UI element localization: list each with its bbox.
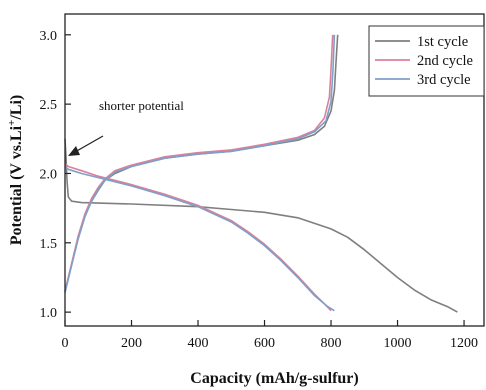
plot-frame (64, 13, 485, 327)
x-axis-title: Capacity (mAh/g-sulfur) (190, 370, 358, 387)
ticks-layer: 0 200 400 600 800 1000 1200 1.0 1.5 2.0 2.5 3.0 (40, 29, 479, 351)
x-tick-label: 200 (121, 336, 142, 351)
series-2-discharge-line (64, 163, 332, 312)
legend-label-1: 1st cycle (417, 34, 468, 50)
x-tick-label: 1200 (450, 336, 478, 351)
x-tick-label: 0 (62, 336, 69, 351)
annotation-arrow-line (74, 135, 104, 153)
y-axis-title: Potential (V vs.Li+/Li) (6, 95, 25, 245)
series-1-discharge-line (64, 138, 458, 313)
legend-label-3: 3rd cycle (417, 72, 471, 88)
legend-label-2: 2nd cycle (417, 53, 473, 69)
series-3-charge-line (64, 34, 336, 293)
x-tick-label: 1000 (384, 336, 412, 351)
y-tick-label: 1.0 (40, 306, 58, 321)
y-tick-label: 2.0 (40, 167, 58, 182)
x-tick-label: 400 (188, 336, 209, 351)
series-2-charge-line (64, 34, 334, 292)
y-tick-label: 1.5 (40, 237, 58, 252)
series-3-discharge-line (64, 165, 335, 312)
legend: 1st cycle 2nd cycle 3rd cycle (368, 25, 485, 97)
series-1-charge-line (64, 34, 339, 292)
legend-box (368, 25, 485, 97)
annotation-text: shorter potential (99, 98, 184, 113)
y-tick-label: 2.5 (40, 98, 58, 113)
series-layer (64, 34, 458, 313)
annotation: shorter potential (68, 98, 184, 156)
x-tick-label: 600 (254, 336, 275, 351)
x-tick-label: 800 (321, 336, 342, 351)
y-tick-label: 3.0 (40, 29, 58, 44)
annotation-arrowhead (68, 146, 80, 156)
